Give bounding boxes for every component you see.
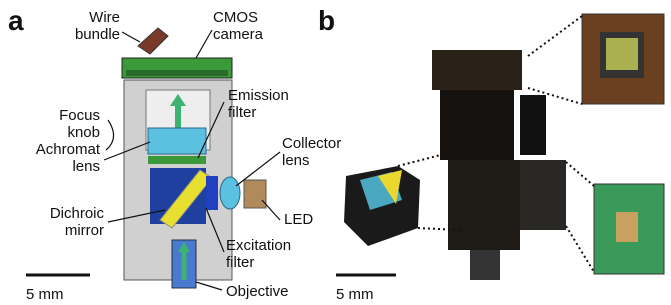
scale-bar-label: 5 mm <box>26 286 64 303</box>
callout-label: lens <box>282 152 310 169</box>
callout-label: Collector <box>282 135 341 152</box>
callout-label: Excitation <box>226 237 291 254</box>
panel-label: a <box>8 5 24 36</box>
callout-label: knob <box>67 124 100 141</box>
device-photo <box>344 14 664 280</box>
callout-label: filter <box>228 104 256 121</box>
callout-label: Objective <box>226 283 289 300</box>
callout-label: CMOS <box>213 9 258 26</box>
callout-label: Focus <box>59 107 100 124</box>
callout-label: mirror <box>65 222 104 239</box>
callout-label: bundle <box>75 26 120 43</box>
callout-label: lens <box>72 158 100 175</box>
callout-label: Emission <box>228 87 289 104</box>
callout-label: Dichroic <box>50 205 105 222</box>
callout-label: LED <box>284 211 313 228</box>
callout-label: filter <box>226 254 254 271</box>
callout-label: camera <box>213 26 264 43</box>
figure: a b 5 mm 5 mm Wirebundle CMOScamera Focusknob E… <box>0 0 671 305</box>
panel-label: b <box>318 5 335 36</box>
callout-label: Wire <box>89 9 120 26</box>
scale-bar-label: 5 mm <box>336 286 374 303</box>
callout-label: Achromat <box>36 141 101 158</box>
